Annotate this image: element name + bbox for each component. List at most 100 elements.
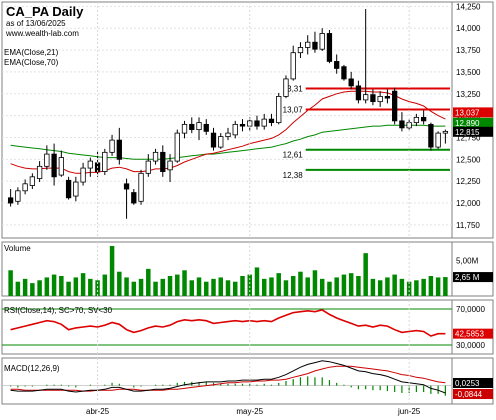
volume-bar xyxy=(414,280,419,296)
price-tag-label: 12,815 xyxy=(455,128,480,137)
price-tick-label: 12,750 xyxy=(456,133,481,142)
candle-up xyxy=(15,190,21,202)
candle-down xyxy=(399,120,405,129)
volume-bar xyxy=(30,283,35,296)
candle-up xyxy=(276,96,282,124)
volume-bar xyxy=(327,281,332,296)
volume-bar xyxy=(443,277,448,296)
macd-signal-tag-label: -0,0844 xyxy=(455,390,483,399)
candle-up xyxy=(319,33,325,50)
candle-up xyxy=(102,151,108,172)
candle-up xyxy=(196,122,202,131)
volume-bar xyxy=(95,280,100,296)
volume-bar xyxy=(348,273,354,296)
candle-down xyxy=(420,116,427,122)
macd-title: MACD(12,26,9) xyxy=(4,364,60,373)
price-panel: 14,25014,00013,75013,50013,25013,00012,7… xyxy=(2,2,493,230)
rsi-tick-label: 30,0000 xyxy=(456,341,485,350)
price-tick-label: 11,750 xyxy=(456,221,480,230)
rsi-line xyxy=(10,309,446,337)
volume-bar xyxy=(204,281,209,296)
candle-up xyxy=(363,94,369,101)
candle-up xyxy=(22,183,28,192)
volume-bar xyxy=(363,253,368,296)
volume-bar xyxy=(22,278,28,296)
volume-bar xyxy=(182,270,187,296)
volume-bar xyxy=(59,276,64,296)
rsi-title: RSI(Close,14), SC>70, SV<30 xyxy=(4,306,113,315)
candle-down xyxy=(312,41,318,50)
volume-bar xyxy=(370,278,376,296)
volume-bar xyxy=(399,278,405,296)
candle-up xyxy=(109,139,115,153)
candle-down xyxy=(254,120,260,127)
volume-bar xyxy=(283,280,289,296)
candle-down xyxy=(131,192,137,204)
volume-bar xyxy=(80,273,86,296)
volume-bar xyxy=(175,274,180,296)
volume-bar xyxy=(312,270,318,296)
candle-up xyxy=(261,118,267,127)
volume-bar xyxy=(334,277,339,296)
price-tag-label: 12,890 xyxy=(455,119,480,128)
volume-bar xyxy=(385,277,390,296)
volume-bar xyxy=(15,281,21,296)
candle-up xyxy=(225,132,231,138)
candle-down xyxy=(116,139,122,160)
volume-bar xyxy=(109,246,115,296)
candle-down xyxy=(7,197,14,204)
volume-bar xyxy=(73,277,79,296)
volume-bar xyxy=(392,274,397,296)
volume-bar xyxy=(435,277,441,296)
resistance-label: 13,31 xyxy=(283,85,304,94)
volume-bar xyxy=(254,267,260,296)
candle-down xyxy=(51,153,57,178)
volume-bar xyxy=(117,271,122,296)
macd-tag-label: 0,0253 xyxy=(455,379,480,388)
volume-bar xyxy=(305,277,310,296)
price-tick-label: 12,250 xyxy=(456,177,481,186)
resistance-label: 13,07 xyxy=(283,106,304,115)
volume-bar xyxy=(428,276,434,296)
volume-bar xyxy=(247,274,252,296)
candle-up xyxy=(435,132,441,148)
candle-up xyxy=(73,181,79,197)
volume-bar xyxy=(211,278,216,296)
volume-bar xyxy=(406,281,412,296)
price-tag-bg xyxy=(453,126,493,137)
support-label: 12,61 xyxy=(283,151,304,160)
candle-down xyxy=(428,123,434,148)
volume-bar xyxy=(160,278,166,296)
candle-down xyxy=(392,90,398,122)
volume-bar xyxy=(88,278,93,296)
volume-bar xyxy=(341,274,347,296)
candle-down xyxy=(210,132,217,148)
price-tick-label: 14,250 xyxy=(456,2,481,11)
volume-bar xyxy=(421,278,426,296)
volume-tag-bg xyxy=(453,272,493,283)
legend-ema21: EMA(Close,21) xyxy=(4,48,59,57)
candle-up xyxy=(174,132,180,162)
volume-bar xyxy=(269,277,274,296)
macd-panel: 0,0253 -0,0844 xyxy=(2,360,493,399)
legend-ema70: EMA(Close,70) xyxy=(4,58,59,67)
rsi-tick-label: 70,0000 xyxy=(456,305,485,314)
volume-bar xyxy=(261,278,267,296)
volume-bar xyxy=(66,281,71,296)
candle-up xyxy=(29,176,36,186)
candle-down xyxy=(239,123,246,127)
x-tick-label: jun-25 xyxy=(397,407,421,416)
candle-down xyxy=(123,183,130,190)
candle-down xyxy=(355,85,362,101)
volume-bar xyxy=(232,281,238,296)
price-tick-label: 12,500 xyxy=(456,155,481,164)
volume-tick-label: 5,00M xyxy=(456,256,479,265)
candle-down xyxy=(268,118,275,124)
candle-up xyxy=(377,96,383,103)
volume-bar xyxy=(44,277,50,296)
chart-date: as of 13/06/2025 xyxy=(6,19,66,28)
candle-down xyxy=(160,151,166,172)
ema70-line xyxy=(10,124,446,160)
volume-title: Volume xyxy=(4,244,31,253)
